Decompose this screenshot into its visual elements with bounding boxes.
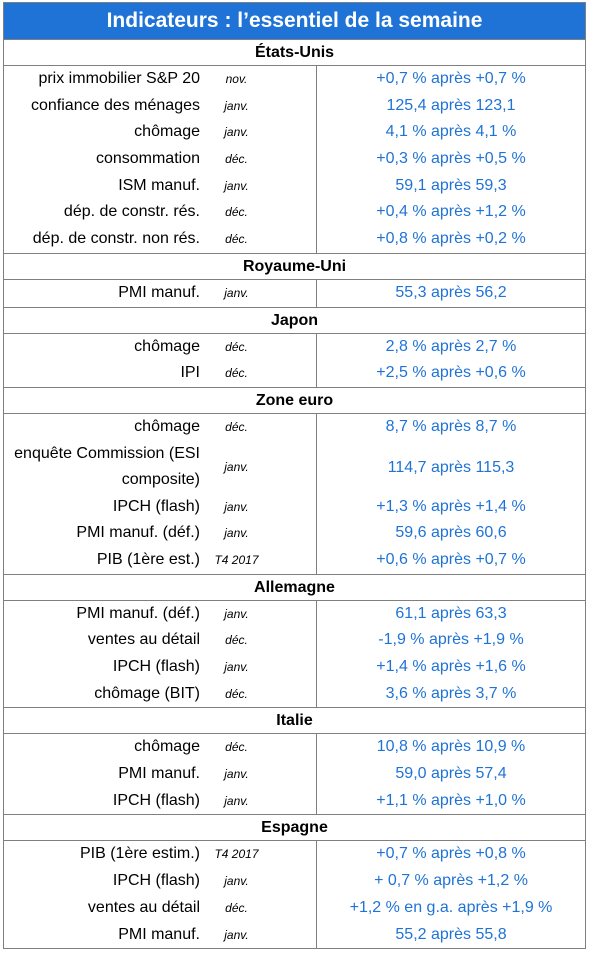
period-cell: janv. <box>203 92 317 120</box>
value-cell: +0,3 % après +0,5 % <box>376 150 526 168</box>
value-cell: +0,8 % après +0,2 % <box>376 230 526 248</box>
value-cell: +0,6 % après +0,7 % <box>376 550 526 568</box>
indicator-label: prix immobilier S&P 20 <box>38 70 200 87</box>
period-cell: janv. <box>203 279 317 307</box>
period-cell: déc. <box>203 226 317 253</box>
value-cell: +0,4 % après +1,2 % <box>376 203 526 221</box>
period-cell: déc. <box>203 894 317 922</box>
period-cell: déc. <box>203 360 317 387</box>
indicator-label: ventes au détail <box>87 898 200 916</box>
period-cell: janv. <box>203 493 317 521</box>
period-cell: janv. <box>203 119 317 147</box>
period-cell: janv. <box>203 921 317 949</box>
section-body: PIB (1ère estim.) T4 2017 +0,7 % après +0,… <box>4 841 585 949</box>
indicator-label: IPCH (flash) <box>112 791 200 809</box>
indicator-label: PMI manuf. <box>118 283 200 301</box>
sections-container: États-Unis prix immobilier S&P 20 nov. +0,7… <box>4 40 585 949</box>
value-cell: 3,6 % après 3,7 % <box>385 684 517 702</box>
value-cell: 10,8 % après 10,9 % <box>376 738 526 756</box>
indicator-label: ISM manuf. <box>118 176 200 194</box>
period-cell: janv. <box>203 654 317 681</box>
indicator-label: IPCH (flash) <box>112 497 200 515</box>
indicator-label: dép. de constr. non rés. <box>32 230 200 248</box>
value-cell: + 0,7 % après +1,2 % <box>374 872 528 890</box>
period-cell: janv. <box>203 440 317 494</box>
section-header: Espagne <box>4 814 585 842</box>
period-cell: déc. <box>203 413 317 441</box>
value-cell: +1,4 % après +1,6 % <box>376 658 526 675</box>
value-cell: 59,1 après 59,3 <box>395 176 507 194</box>
period-cell: janv. <box>203 868 317 895</box>
indicator-label: IPI <box>180 364 200 382</box>
section-header: États-Unis <box>4 40 585 66</box>
section-body: prix immobilier S&P 20 nov. +0,7 % après +… <box>4 66 585 253</box>
section-header: Japon <box>4 306 585 334</box>
section-header: Italie <box>4 707 585 735</box>
value-cell: 4,1 % après 4,1 % <box>385 123 517 141</box>
value-cell: 55,2 après 55,8 <box>395 925 507 943</box>
indicator-label: PMI manuf. <box>118 925 200 943</box>
indicator-label: confiance des ménages <box>31 96 200 114</box>
indicator-label: chômage <box>134 738 200 756</box>
period-cell: T4 2017 <box>203 546 317 574</box>
table-title: Indicateurs : l’essentiel de la semaine <box>4 3 585 40</box>
period-cell: janv. <box>203 172 317 200</box>
period-cell: nov. <box>203 66 317 93</box>
section-body: chômage déc. 2,8 % après 2,7 % IPI déc. +2,5 … <box>4 333 585 387</box>
period-cell: T4 2017 <box>203 841 317 869</box>
indicators-table: Indicateurs : l’essentiel de la semaine … <box>3 2 586 950</box>
indicator-label: consommation <box>95 150 200 168</box>
indicator-label: chômage (BIT) <box>94 684 200 702</box>
value-cell: +1,2 % en g.a. après +1,9 % <box>349 898 553 916</box>
indicator-label: PMI manuf. <box>118 765 200 783</box>
indicator-label: PIB (1ère est.) <box>96 550 200 568</box>
indicator-label: IPCH (flash) <box>112 658 200 675</box>
value-cell: 114,7 après 115,3 <box>387 458 515 476</box>
section-body: PMI manuf. janv. 55,3 après 56,2 <box>4 279 585 307</box>
period-cell: déc. <box>203 680 317 708</box>
section-body: chômage déc. 8,7 % après 8,7 % enquête Comm… <box>4 413 585 574</box>
section-header: Royaume-Uni <box>4 252 585 280</box>
period-cell: déc. <box>203 199 317 227</box>
period-cell: déc. <box>203 146 317 173</box>
section-body: PMI manuf. (déf.) janv. 61,1 après 63,3 ven… <box>4 600 585 708</box>
value-cell: 59,6 après 60,6 <box>395 524 507 542</box>
section-header: Zone euro <box>4 386 585 414</box>
section-header: Allemagne <box>4 573 585 601</box>
indicator-label: PIB (1ère estim.) <box>79 845 200 863</box>
period-cell: déc. <box>203 333 317 361</box>
indicator-label: chômage <box>134 123 200 141</box>
indicator-label: ventes au détail <box>87 631 200 649</box>
value-cell: +1,1 % après +1,0 % <box>376 791 526 809</box>
period-cell: déc. <box>203 734 317 762</box>
value-cell: 59,0 après 57,4 <box>395 765 507 783</box>
indicator-label: enquête Commission (ESI composite) <box>14 444 200 489</box>
value-cell: +0,7 % après +0,8 % <box>376 845 526 863</box>
indicator-label: chômage <box>134 337 200 355</box>
period-cell: janv. <box>203 600 317 628</box>
section-body: chômage déc. 10,8 % après 10,9 % PMI manuf.… <box>4 734 585 815</box>
value-cell: 125,4 après 123,1 <box>386 96 516 114</box>
value-cell: -1,9 % après +1,9 % <box>378 631 524 649</box>
value-cell: +0,7 % après +0,7 % <box>376 70 526 87</box>
indicator-label: PMI manuf. (déf.) <box>76 604 200 622</box>
indicator-label: dép. de constr. rés. <box>63 203 200 221</box>
indicator-label: IPCH (flash) <box>112 872 200 890</box>
period-cell: déc. <box>203 627 317 654</box>
value-cell: 61,1 après 63,3 <box>395 604 507 622</box>
period-cell: janv. <box>203 520 317 547</box>
value-cell: 2,8 % après 2,7 % <box>385 337 517 355</box>
period-cell: janv. <box>203 761 317 788</box>
indicator-label: PMI manuf. (déf.) <box>76 524 200 542</box>
value-cell: 55,3 après 56,2 <box>395 283 507 301</box>
value-cell: +2,5 % après +0,6 % <box>376 364 526 382</box>
period-cell: janv. <box>203 787 317 815</box>
indicator-label: chômage <box>134 417 200 435</box>
value-cell: 8,7 % après 8,7 % <box>385 417 517 435</box>
value-cell: +1,3 % après +1,4 % <box>376 497 526 515</box>
